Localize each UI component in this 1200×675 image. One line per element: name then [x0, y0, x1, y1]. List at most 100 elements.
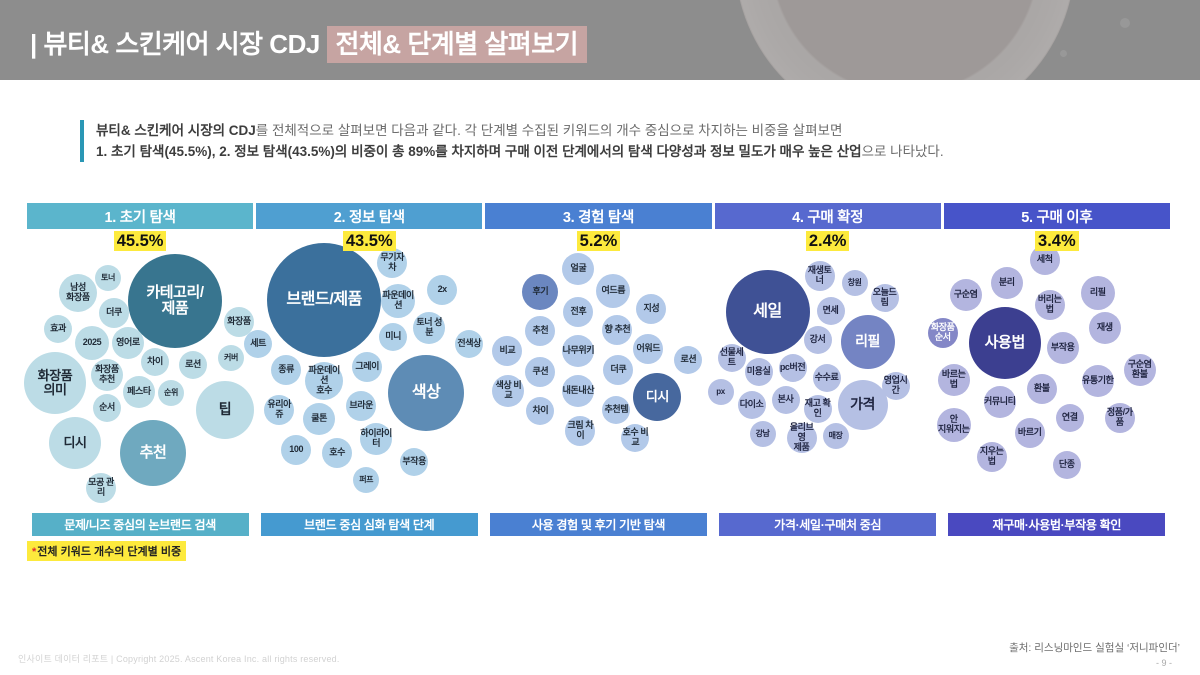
keyword-bubble: 색상 — [388, 355, 465, 431]
keyword-bubble: 리필 — [1080, 276, 1115, 310]
source-text: 출처: 리스닝마인드 실험실 ‘저니파인더’ — [1009, 642, 1180, 654]
keyword-bubble: 향 추천 — [602, 315, 633, 345]
keyword-bubble: 나무위키 — [562, 335, 595, 367]
bubble-chart: 무기자차 브랜드/제품 2x 파운데이 션 토너 성분 미니 전색상 세트 종류 그레이 파운데이션… — [244, 243, 484, 509]
stage-column-3: 3. 경험 탐색 5.2% 얼굴 후기 여드름 지성 전후 추천 향 추천 비교 나무위키 어워드 로션… — [485, 203, 712, 536]
keyword-bubble: 추천 — [525, 316, 556, 346]
keyword-bubble: 2025 — [75, 326, 109, 360]
keyword-bubble: 토너 성분 — [413, 312, 446, 344]
stage-column-2: 2. 정보 탐색 43.5% 무기자차 브랜드/제품 2x 파운데이 션 토너 성분 미니 전색… — [244, 203, 484, 536]
banner-droplet — [1120, 18, 1130, 28]
keyword-bubble: 매장 — [822, 423, 849, 449]
stage-percent-row: 5.2% — [485, 229, 711, 253]
keyword-bubble: 파운데이션 호수 — [305, 362, 344, 400]
keyword-bubble: 유리아쥬 — [264, 395, 295, 425]
banner-jar-image — [735, 0, 1075, 80]
keyword-bubble: 종류 — [271, 355, 302, 385]
keyword-bubble: 면세 — [816, 297, 845, 325]
keyword-bubble: 바르는 법 — [937, 364, 970, 396]
keyword-bubble: 오늘드림 — [870, 284, 899, 312]
keyword-bubble: 커뮤니티 — [983, 386, 1016, 418]
keyword-bubble: 카테고리/ 제품 — [128, 254, 222, 348]
keyword-bubble: 수수료 — [812, 364, 841, 392]
keyword-bubble: 미용실 — [744, 358, 773, 386]
keyword-bubble: 유통기한 — [1081, 365, 1114, 397]
keyword-bubble: 리필 — [840, 315, 895, 369]
keyword-bubble: 무기자차 — [377, 248, 408, 278]
stage-header: 1. 초기 탐색 — [27, 203, 254, 229]
keyword-bubble: 다이소 — [737, 391, 766, 419]
keyword-bubble: 세일 — [725, 270, 810, 354]
keyword-bubble: 브랜드/제품 — [267, 243, 382, 357]
keyword-bubble: 지성 — [636, 294, 667, 324]
stage-header: 3. 경험 탐색 — [485, 203, 712, 229]
intro-line-1: 뷰티& 스킨케어 시장의 CDJ를 전체적으로 살펴보면 다음과 같다. 각 단… — [96, 123, 843, 138]
keyword-bubble: 바르기 — [1014, 418, 1045, 448]
stage-column-4: 4. 구매 확정 2.4% 재생토너 창원 오늘드림 세일 면세 강서 리필 선물세트 미용실 pc버… — [707, 203, 941, 536]
stage-caption: 사용 경험 및 후기 기반 탐색 — [489, 513, 708, 536]
keyword-bubble: 내돈내산 — [562, 375, 595, 407]
keyword-bubble: 토너 — [95, 265, 121, 291]
keyword-bubble: 가격 — [837, 380, 888, 430]
keyword-bubble: 화장품 순서 — [927, 318, 958, 348]
keyword-bubble: 로션 — [674, 346, 703, 374]
stage-percent: 5.2% — [576, 231, 621, 251]
stage-caption: 문제/니즈 중심의 논브랜드 검색 — [31, 513, 249, 536]
keyword-bubble: 효과 — [44, 315, 72, 343]
keyword-bubble: 남성 화장품 — [59, 274, 97, 312]
keyword-bubble: 단종 — [1052, 451, 1081, 479]
keyword-bubble: 구순염 환불 — [1123, 354, 1156, 386]
keyword-bubble: 100 — [281, 435, 312, 465]
keyword-bubble: 영어로 — [112, 327, 144, 359]
stage-header: 2. 정보 탐색 — [256, 203, 483, 229]
keyword-bubble: 쿨톤 — [303, 403, 336, 435]
footnote-text: 전체 키워드 개수의 단계별 비중 — [37, 546, 182, 558]
keyword-bubble: 선물세트 — [717, 344, 746, 372]
keyword-bubble: 모공 관리 — [86, 473, 116, 503]
keyword-bubble: 재생 — [1088, 312, 1121, 344]
keyword-bubble: 퍼프 — [353, 467, 380, 493]
bubble-chart: 재생토너 창원 오늘드림 세일 면세 강서 리필 선물세트 미용실 pc버전 수수료 영업시간 px 다이… — [707, 253, 941, 509]
footnote-asterisk: * — [32, 546, 37, 558]
keyword-bubble: 순서 — [93, 394, 121, 422]
keyword-bubble: 크림 차이 — [565, 416, 596, 446]
keyword-bubble: 강서 — [803, 326, 832, 354]
keyword-bubble: 그레이 — [352, 352, 383, 382]
page-title-highlight: 전체& 단계별 살펴보기 — [326, 26, 588, 63]
keyword-bubble: 추천템 — [602, 396, 631, 424]
intro-paragraph: 뷰티& 스킨케어 시장의 CDJ를 전체적으로 살펴보면 다음과 같다. 각 단… — [80, 120, 1160, 162]
keyword-bubble: 커버 — [218, 345, 244, 371]
stage-percent-row: 45.5% — [27, 229, 253, 253]
keyword-bubble: 부작용 — [400, 448, 429, 476]
stage-percent: 2.4% — [805, 231, 850, 251]
keyword-bubble: pc버전 — [778, 354, 807, 382]
stage-percent: 45.5% — [113, 231, 167, 251]
keyword-bubble: 화장품 추천 — [91, 359, 123, 391]
keyword-bubble: 화장품 의미 — [24, 352, 86, 414]
keyword-bubble: 비교 — [492, 336, 523, 366]
keyword-bubble: 호수 — [322, 438, 353, 468]
keyword-bubble: 하이라이 터 — [360, 423, 392, 455]
keyword-bubble: 후기 — [522, 274, 559, 310]
keyword-bubble: 미니 — [379, 323, 408, 351]
keyword-bubble: 창원 — [841, 270, 868, 296]
keyword-bubble: 팁 — [196, 381, 254, 439]
header-banner: | 뷰티& 스킨케어 시장 CDJ 전체& 단계별 살펴보기 — [0, 0, 1200, 80]
stage-caption: 재구매·사용법·부작용 확인 — [948, 513, 1166, 536]
keyword-bubble: 구순염 — [949, 279, 982, 311]
keyword-bubble: 차이 — [141, 348, 169, 376]
page-title: | 뷰티& 스킨케어 시장 CDJ 전체& 단계별 살펴보기 — [30, 24, 588, 63]
page-number: - 9 - — [1155, 658, 1172, 668]
keyword-bubble: 세트 — [244, 330, 273, 358]
bubble-chart: 얼굴 후기 여드름 지성 전후 추천 향 추천 비교 나무위키 어워드 로션 쿠션 더쿠 색상 비교 내돈내… — [485, 253, 711, 509]
stage-header: 4. 구매 확정 — [714, 203, 941, 229]
keyword-bubble: 환불 — [1026, 374, 1057, 404]
keyword-bubble: 페스타 — [123, 376, 155, 408]
keyword-bubble: 더쿠 — [99, 298, 129, 328]
keyword-bubble: 재고 확인 — [803, 395, 832, 423]
keyword-bubble: 본사 — [771, 386, 800, 414]
keyword-bubble: 파운데이 션 — [381, 284, 416, 318]
stage-caption: 브랜드 중심 심화 탐색 단계 — [260, 513, 478, 536]
